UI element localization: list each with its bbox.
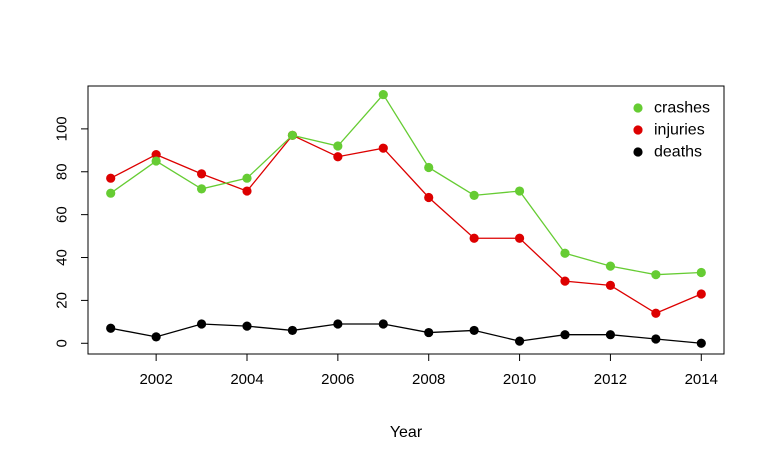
y-tick-label: 20 xyxy=(54,292,71,309)
data-point-deaths xyxy=(287,325,298,336)
y-tick-label: 100 xyxy=(54,116,71,141)
data-point-deaths xyxy=(333,319,343,329)
legend-marker-deaths xyxy=(633,147,643,157)
y-tick-label: 0 xyxy=(54,339,71,347)
data-point-crashes xyxy=(287,130,298,140)
data-point-crashes xyxy=(696,267,706,278)
data-point-deaths xyxy=(696,338,706,348)
data-point-deaths xyxy=(469,325,479,336)
data-point-injuries xyxy=(378,143,388,153)
x-tick-label: 2012 xyxy=(594,371,627,388)
data-point-deaths xyxy=(514,336,525,346)
data-point-crashes xyxy=(196,184,207,194)
data-point-crashes xyxy=(378,89,388,100)
data-point-injuries xyxy=(151,150,161,160)
x-tick-label: 2014 xyxy=(685,371,718,388)
data-point-deaths xyxy=(378,319,388,329)
legend-label-deaths: deaths xyxy=(654,144,702,161)
data-point-injuries xyxy=(696,289,706,299)
data-point-crashes xyxy=(424,162,434,173)
data-point-crashes xyxy=(151,156,161,166)
y-axis: 0 20 40 60 80 100 xyxy=(54,116,89,347)
data-point-crashes xyxy=(333,141,343,151)
legend-marker-crashes xyxy=(633,103,643,113)
data-point-crashes xyxy=(514,186,525,196)
x-tick-label: 2002 xyxy=(139,371,172,388)
x-tick-label: 2006 xyxy=(321,371,354,388)
data-point-injuries xyxy=(106,173,116,183)
data-point-injuries xyxy=(560,276,570,286)
y-tick-label: 80 xyxy=(54,163,71,180)
y-tick-label: 60 xyxy=(54,206,71,223)
series-crashes xyxy=(106,89,706,280)
data-point-injuries xyxy=(333,152,343,162)
data-point-crashes xyxy=(605,261,616,271)
series-line-injuries xyxy=(110,134,702,314)
data-point-deaths xyxy=(651,334,661,344)
x-tick-label: 2004 xyxy=(230,371,263,388)
legend: crashes injuries deaths xyxy=(633,100,710,161)
data-point-injuries xyxy=(469,233,479,243)
data-point-injuries xyxy=(242,186,252,196)
legend-marker-injuries xyxy=(633,125,643,135)
data-point-deaths xyxy=(151,332,161,342)
legend-label-crashes: crashes xyxy=(654,100,710,117)
data-point-injuries xyxy=(605,280,616,290)
data-point-crashes xyxy=(651,270,661,280)
x-axis: 2002 2004 2006 2008 2010 2012 2014 xyxy=(139,353,718,388)
x-tick-label: 2008 xyxy=(412,371,445,388)
series-line-deaths xyxy=(110,323,702,344)
data-point-crashes xyxy=(106,188,116,198)
data-point-crashes xyxy=(469,190,479,200)
x-axis-title: Year xyxy=(390,424,423,441)
data-point-injuries xyxy=(514,233,525,243)
data-point-deaths xyxy=(424,327,434,338)
series-deaths xyxy=(106,319,706,348)
y-tick-label: 40 xyxy=(54,249,71,266)
plot-frame xyxy=(87,85,725,355)
x-tick-label: 2010 xyxy=(503,371,536,388)
data-point-injuries xyxy=(651,308,661,318)
data-point-deaths xyxy=(196,319,207,329)
series-line-crashes xyxy=(110,93,702,276)
data-point-crashes xyxy=(242,173,252,183)
data-point-crashes xyxy=(560,248,570,258)
data-point-injuries xyxy=(196,169,207,179)
data-point-deaths xyxy=(605,330,616,340)
data-point-deaths xyxy=(560,330,570,340)
series-injuries xyxy=(106,130,706,318)
data-point-deaths xyxy=(106,323,116,333)
series-layer xyxy=(106,89,706,348)
legend-label-injuries: injuries xyxy=(654,122,705,139)
data-point-deaths xyxy=(242,321,252,331)
data-point-injuries xyxy=(424,192,434,203)
